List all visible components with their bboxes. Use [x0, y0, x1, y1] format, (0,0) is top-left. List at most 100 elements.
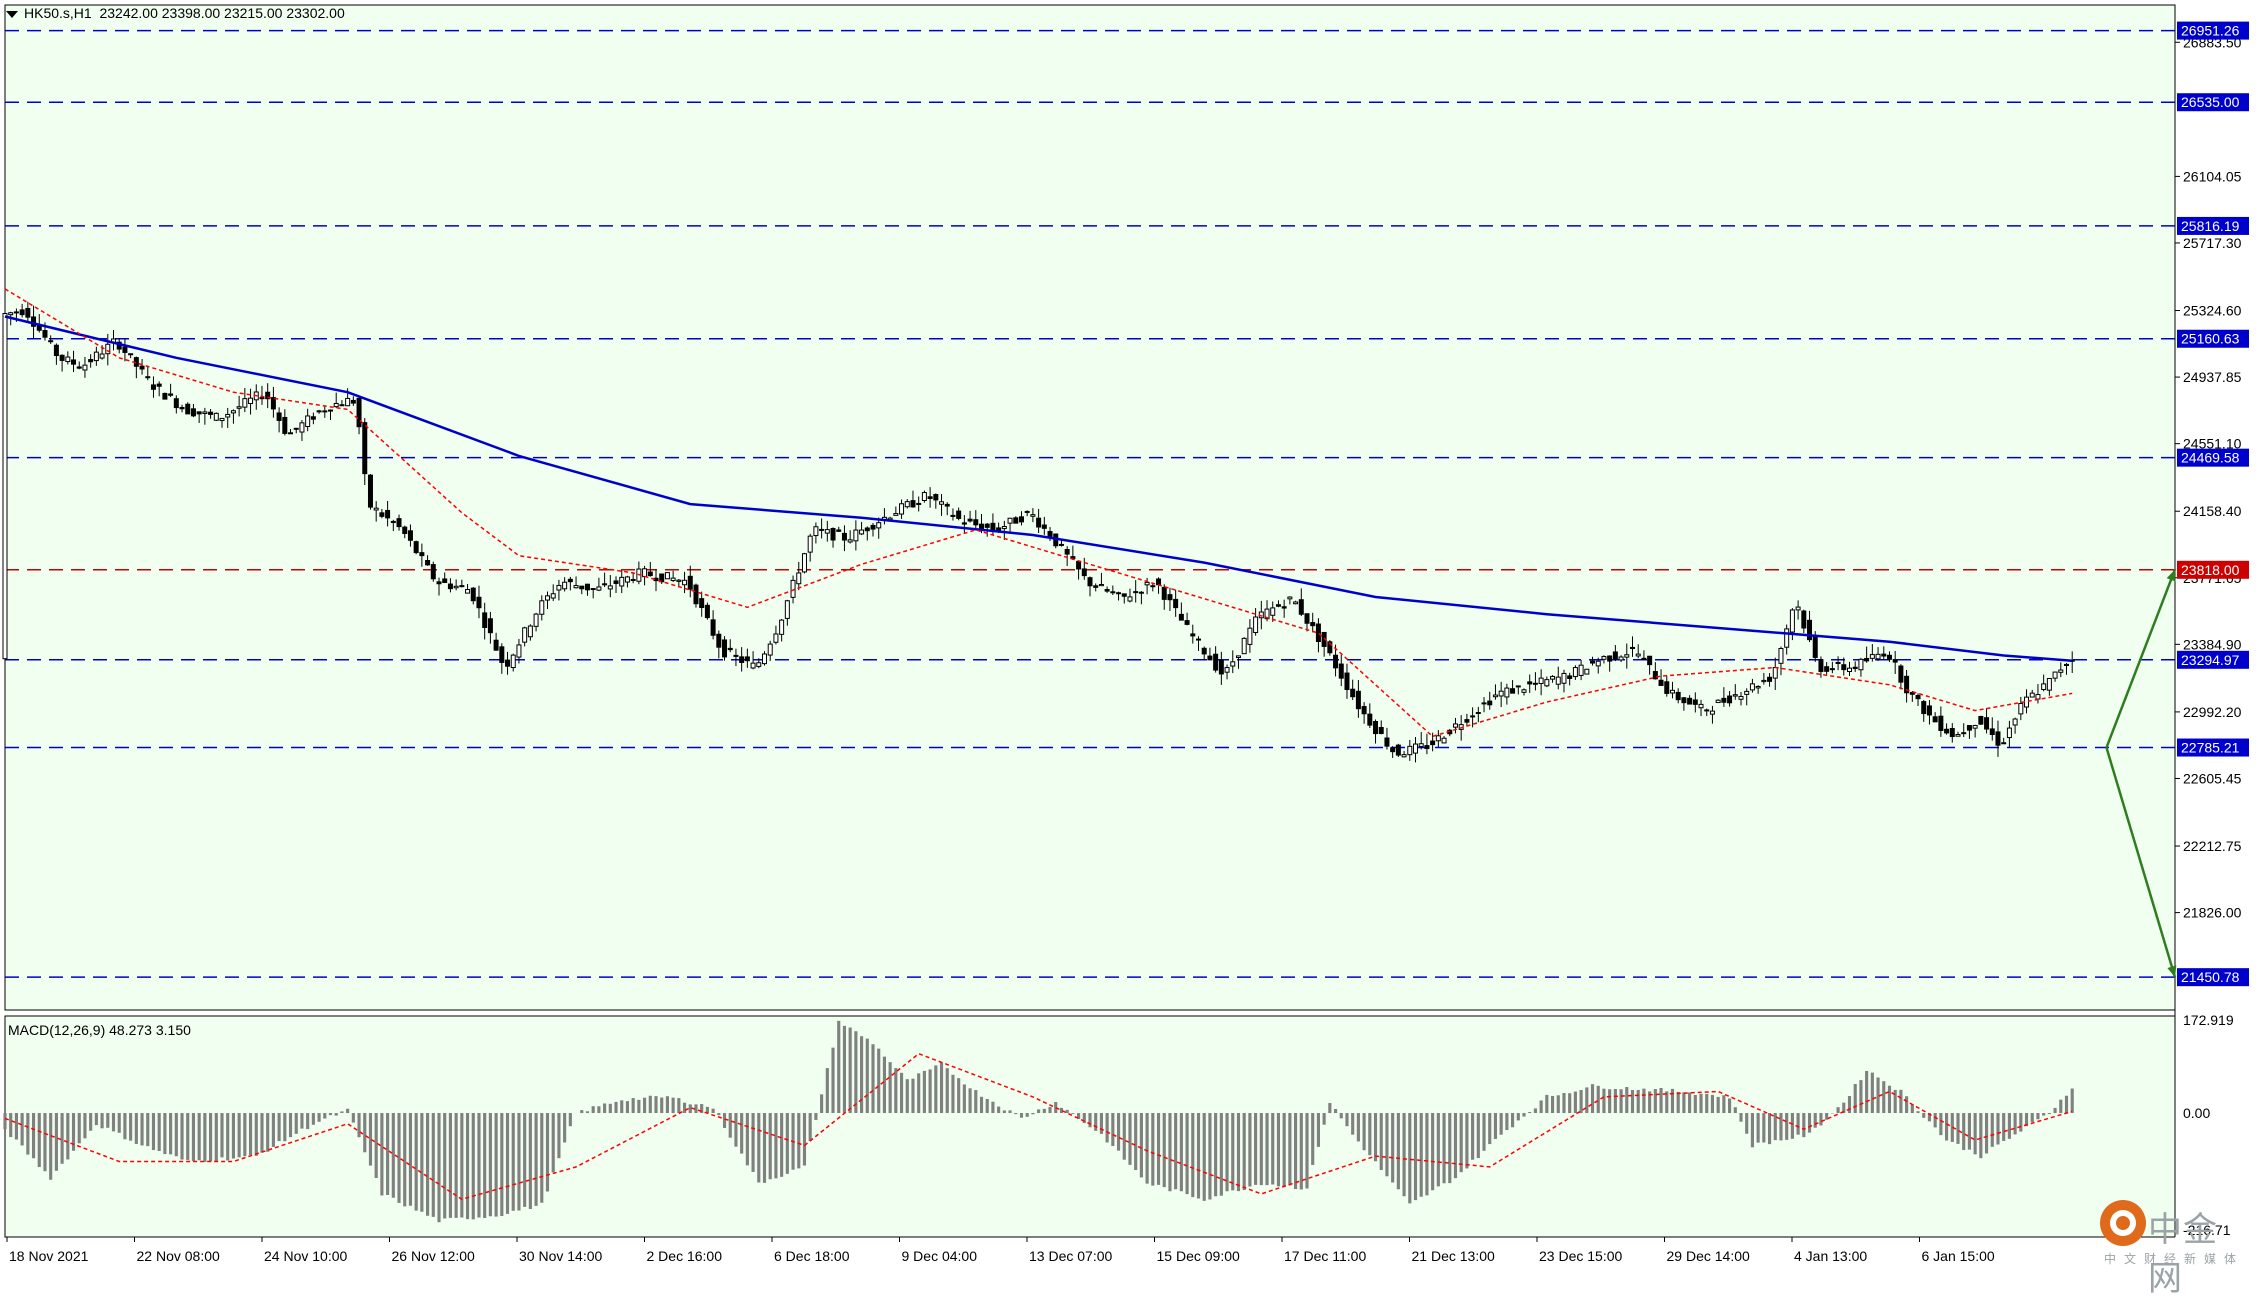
x-tick-label: 6 Dec 18:00 — [774, 1248, 850, 1264]
candle-body — [1852, 666, 1858, 670]
candle-body — [1310, 622, 1316, 627]
candle-body — [967, 518, 973, 522]
candle-body — [1196, 638, 1201, 641]
candle-body — [1578, 664, 1584, 676]
candle-body — [1841, 664, 1847, 671]
candle-body — [71, 359, 77, 365]
symbol-label: HK50.s,H1 — [24, 5, 92, 21]
candle-body — [699, 598, 705, 609]
candle-body — [1561, 672, 1567, 684]
candle-body — [196, 411, 202, 415]
candle-body — [642, 568, 648, 578]
candle-body — [259, 397, 265, 400]
candle-body — [756, 662, 762, 667]
price-axis-area — [2175, 5, 2255, 1245]
candle-body — [1721, 697, 1727, 703]
candle-body — [1709, 710, 1715, 715]
candle-body — [539, 600, 545, 615]
candle-body — [796, 572, 802, 585]
candle-body — [345, 397, 351, 407]
candle-body — [373, 507, 379, 511]
candle-body — [1635, 653, 1641, 657]
candle-body — [1093, 585, 1099, 588]
x-tick-label: 23 Dec 15:00 — [1539, 1248, 1622, 1264]
candle-body — [402, 526, 408, 534]
candle-body — [145, 376, 151, 379]
candle-body — [1984, 717, 1990, 730]
candle-body — [1395, 744, 1401, 756]
candle-body — [1121, 593, 1127, 597]
y-tick-label: 22992.20 — [2183, 704, 2242, 720]
candle-body — [864, 527, 870, 532]
logo-subtext: 中文财经新媒体 — [2104, 1252, 2245, 1266]
candle-body — [647, 571, 653, 577]
candle-body — [1715, 699, 1721, 704]
candle-body — [801, 553, 807, 573]
candle-body — [1230, 661, 1236, 667]
candle-body — [1373, 721, 1379, 735]
candle-body — [1544, 679, 1550, 687]
candle-body — [1932, 716, 1938, 723]
candle-body — [1344, 672, 1350, 691]
candle-body — [1138, 591, 1144, 594]
macd-signal-line — [4, 1052, 2073, 1201]
level-tag — [2177, 650, 2249, 669]
candle-body — [1801, 610, 1807, 629]
macd-axis-label: 172.919 — [2183, 1012, 2234, 1028]
candle-body — [2046, 678, 2052, 691]
candle-body — [624, 576, 630, 583]
level-label: 22785.21 — [2181, 740, 2240, 756]
candle-body — [1624, 654, 1630, 658]
candle-body — [1904, 675, 1910, 694]
candle-body — [407, 530, 413, 541]
candle-body — [168, 393, 174, 396]
candle-body — [1441, 737, 1447, 744]
candle-body — [1692, 699, 1698, 705]
candle-body — [465, 589, 471, 594]
candle-body — [173, 398, 179, 409]
candle-body — [807, 535, 813, 553]
candle-body — [356, 397, 362, 428]
candle-body — [190, 408, 196, 417]
candle-body — [1807, 619, 1813, 641]
candle-body — [8, 312, 14, 316]
candle-body — [762, 653, 767, 665]
candle-body — [836, 529, 842, 532]
candle-body — [944, 503, 950, 507]
x-tick-label: 22 Nov 08:00 — [137, 1248, 220, 1264]
x-tick-label: 9 Dec 04:00 — [902, 1248, 978, 1264]
candle-body — [1755, 686, 1761, 689]
candle-body — [516, 644, 522, 658]
candle-body — [76, 366, 82, 369]
level-tag — [2177, 560, 2249, 579]
x-tick-label: 30 Nov 14:00 — [519, 1248, 602, 1264]
y-tick-label: 25324.60 — [2183, 303, 2242, 319]
level-tag — [2177, 216, 2249, 235]
candle-body — [2029, 692, 2035, 698]
macd-axis-label: -216.71 — [2183, 1222, 2231, 1238]
candle-body — [1304, 613, 1310, 624]
candle-body — [1487, 700, 1493, 706]
x-tick-label: 4 Jan 13:00 — [1794, 1248, 1867, 1264]
candle-body — [447, 583, 453, 590]
x-tick-label: 2 Dec 16:00 — [647, 1248, 723, 1264]
y-tick-label: 22212.75 — [2183, 838, 2242, 854]
candle-body — [362, 422, 368, 475]
candle-body — [1829, 668, 1835, 671]
level-label: 23294.97 — [2181, 652, 2240, 668]
candle-body — [1607, 655, 1613, 662]
candle-body — [1738, 695, 1744, 700]
candle-body — [1024, 510, 1030, 513]
x-tick-label: 13 Dec 07:00 — [1029, 1248, 1112, 1264]
x-tick-label: 15 Dec 09:00 — [1157, 1248, 1240, 1264]
dropdown-triangle-icon[interactable] — [6, 10, 18, 18]
candle-body — [1076, 560, 1082, 570]
candle-body — [288, 432, 294, 435]
candle-body — [1430, 740, 1436, 746]
candle-body — [1087, 577, 1093, 587]
candle-body — [1081, 568, 1087, 577]
candle-body — [487, 618, 493, 634]
candle-body — [573, 585, 579, 589]
y-tick-label: 26104.05 — [2183, 168, 2242, 184]
